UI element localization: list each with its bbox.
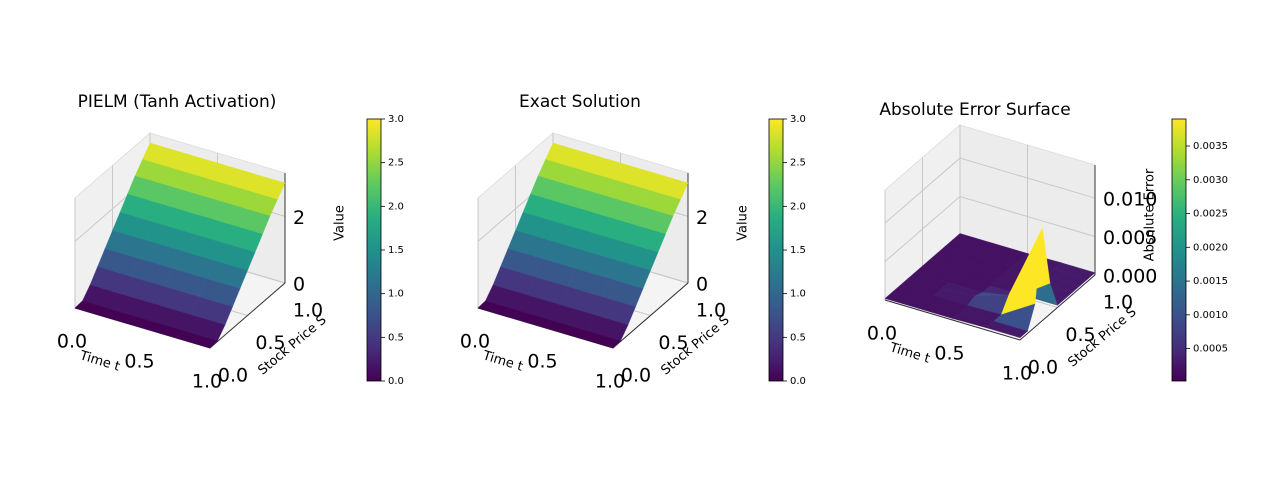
colorbar-tick-label: 0.0 <box>388 376 404 387</box>
grid-line <box>884 157 1096 224</box>
axis-edge <box>884 274 1096 341</box>
z-tick-label: 0.000 <box>1103 266 1157 288</box>
colorbar-tick-label: 2.0 <box>388 201 404 212</box>
y-tick-label: 0.5 <box>658 332 688 354</box>
surface-cell <box>175 330 219 349</box>
colorbar-tick-label: 1.5 <box>388 245 404 256</box>
x-tick-label: 0.5 <box>124 351 154 373</box>
colorbar-tick-label: 0.5 <box>790 332 806 343</box>
title: Absolute Error Surface <box>879 100 1070 120</box>
colorbar <box>366 118 382 382</box>
grid-line <box>884 195 1096 262</box>
x-tick-label: 0.0 <box>460 331 490 353</box>
colorbar-tick-label: 1.5 <box>790 245 806 256</box>
z-tick-label: 0.005 <box>1103 227 1157 249</box>
x-tick-label: 1.0 <box>1002 363 1032 385</box>
x-tick-label: 1.0 <box>192 371 222 393</box>
colorbar-tick-label: 0.0025 <box>1193 209 1228 220</box>
x-tick-label: 0.5 <box>527 351 557 373</box>
title: Exact Solution <box>519 92 641 112</box>
colorbar-tick-label: 0.0 <box>790 376 806 387</box>
x-axis-label: Time t <box>887 340 932 367</box>
surface-cell <box>985 320 1029 339</box>
colorbar-tick-label: 0.0015 <box>1193 276 1228 287</box>
colorbar <box>1171 118 1187 382</box>
z-axis-label: Value <box>333 205 348 241</box>
colorbar-tick-label: 2.5 <box>790 158 806 169</box>
y-tick-label: 0.5 <box>1065 324 1095 346</box>
y-tick-label: 0.0 <box>1028 357 1058 379</box>
z-tick-label: 0 <box>293 274 305 296</box>
y-tick-label: 1.0 <box>1103 292 1133 314</box>
x-tick-label: 0.5 <box>934 343 964 365</box>
y-tick-label: 0.0 <box>218 365 248 387</box>
colorbar-tick-label: 3.0 <box>790 114 806 125</box>
z-axis-label: Value <box>736 205 751 241</box>
colorbar-tick-label: 3.0 <box>388 114 404 125</box>
colorbar <box>768 118 784 382</box>
y-tick-label: 0.0 <box>621 365 651 387</box>
y-tick-label: 1.0 <box>293 300 323 322</box>
y-tick-label: 1.0 <box>696 300 726 322</box>
x-axis-label: Time t <box>480 348 525 375</box>
z-tick-label: 2 <box>696 207 708 229</box>
colorbar-tick-label: 2.5 <box>388 158 404 169</box>
x-tick-label: 0.0 <box>867 323 897 345</box>
title: PIELM (Tanh Activation) <box>78 92 277 112</box>
colorbar-tick-label: 0.0010 <box>1193 310 1228 321</box>
colorbar-tick-label: 1.0 <box>790 289 806 300</box>
z-tick-label: 2 <box>293 207 305 229</box>
z-axis-label: Absolute Error <box>1143 168 1158 261</box>
x-tick-label: 0.0 <box>57 331 87 353</box>
y-tick-label: 0.5 <box>255 332 285 354</box>
z-tick-label: 0 <box>696 274 708 296</box>
x-tick-label: 1.0 <box>595 371 625 393</box>
colorbar-tick-label: 0.0035 <box>1193 141 1228 152</box>
surface-cell <box>578 330 622 349</box>
colorbar-tick-label: 0.0020 <box>1193 242 1228 253</box>
colorbar-tick-label: 0.5 <box>388 332 404 343</box>
colorbar-tick-label: 0.0005 <box>1193 344 1228 355</box>
x-axis-label: Time t <box>77 348 122 375</box>
colorbar-tick-label: 0.0030 <box>1193 175 1228 186</box>
z-tick-label: 0.010 <box>1103 189 1157 211</box>
colorbar-tick-label: 1.0 <box>388 289 404 300</box>
colorbar-tick-label: 2.0 <box>790 201 806 212</box>
